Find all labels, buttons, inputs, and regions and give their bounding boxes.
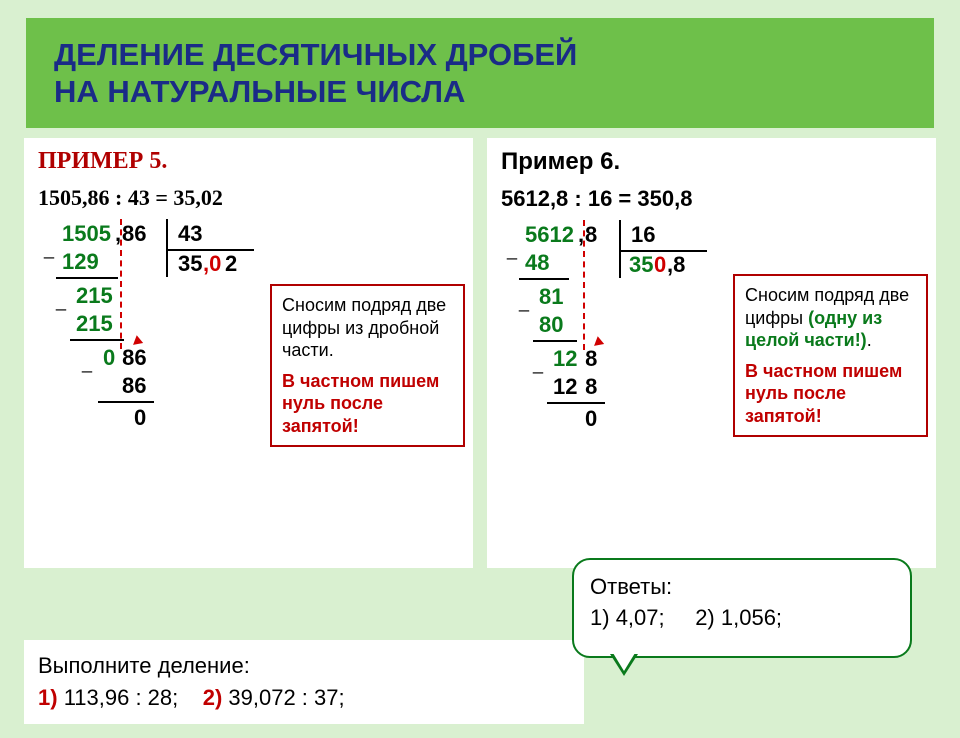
ex5-hint2: В частном пишем нуль после запятой!	[282, 370, 453, 438]
ex5-divisor: 43	[178, 221, 202, 247]
ans1-n: 1)	[590, 605, 616, 630]
examples-row: ПРИМЕР 5. 1505,86 : 43 = 35,02 1505 , 86…	[0, 138, 960, 568]
task-line: 1) 113,96 : 28; 2) 39,072 : 37;	[38, 682, 570, 714]
ex6-hint-box: Сносим подряд две цифры (одну из целой ч…	[733, 274, 928, 437]
task-1-n: 1)	[38, 685, 64, 710]
task-box: Выполните деление: 1) 113,96 : 28; 2) 39…	[24, 640, 584, 724]
ex6-quot-c: ,8	[667, 252, 685, 278]
ex6-dividend-int: 5612	[525, 222, 574, 248]
ex5-line-1	[56, 277, 118, 279]
ex6-s1: 48	[525, 250, 549, 276]
ex6-hint1c: .	[867, 330, 872, 350]
example-5-panel: ПРИМЕР 5. 1505,86 : 43 = 35,02 1505 , 86…	[24, 138, 473, 568]
title-line-2: НА НАТУРАЛЬНЫЕ ЧИСЛА	[54, 74, 465, 109]
answers-line: 1) 4,07; 2) 1,056;	[590, 603, 894, 634]
ex6-quot-mid: 0	[654, 252, 666, 278]
title-line-1: ДЕЛЕНИЕ ДЕСЯТИЧНЫХ ДРОБЕЙ	[54, 37, 577, 72]
ex5-comma-guide	[120, 219, 122, 349]
ex5-quot-a: 35	[178, 251, 202, 277]
ans1: 4,07;	[616, 605, 665, 630]
ex6-quot-a: 35	[629, 252, 653, 278]
ex6-divisor: 16	[631, 222, 655, 248]
title-banner: ДЕЛЕНИЕ ДЕСЯТИЧНЫХ ДРОБЕЙ НА НАТУРАЛЬНЫЕ…	[26, 18, 934, 128]
ex6-comma-guide	[583, 220, 585, 350]
ex6-minus-1: _	[507, 240, 517, 261]
ex6-line-2	[533, 340, 577, 342]
ex5-minus-1: _	[44, 239, 54, 260]
task-title: Выполните деление:	[38, 650, 570, 682]
ex5-s3: 215	[76, 311, 113, 337]
example-5-label: ПРИМЕР 5.	[38, 148, 459, 175]
ex5-line-3	[98, 401, 154, 403]
ex6-s2: 81	[539, 284, 563, 310]
ex5-s5: 86	[122, 373, 146, 399]
example-6-equation: 5612,8 : 16 = 350,8	[501, 186, 922, 212]
ex6-minus-2: _	[519, 292, 529, 313]
ex6-s4b: 8	[579, 346, 597, 372]
ex5-corner-v	[166, 219, 168, 277]
task-2: 39,072 : 37;	[228, 685, 344, 710]
answers-title: Ответы:	[590, 572, 894, 603]
example-6-panel: Пример 6. 5612,8 : 16 = 350,8 5612 , 8 1…	[487, 138, 936, 568]
ex6-dividend-frac: 8	[585, 222, 597, 248]
ex6-s4a: 12	[553, 346, 577, 372]
ex6-corner-v	[619, 220, 621, 278]
task-2-n: 2)	[203, 685, 229, 710]
ex5-line-2	[70, 339, 124, 341]
ex5-quot-b: 2	[225, 251, 237, 277]
ex5-quot-mid: ,0	[203, 251, 221, 277]
ex5-s1: 129	[62, 249, 99, 275]
ex6-line-3	[547, 402, 605, 404]
answers-callout: Ответы: 1) 4,07; 2) 1,056;	[572, 558, 912, 658]
page-title: ДЕЛЕНИЕ ДЕСЯТИЧНЫХ ДРОБЕЙ НА НАТУРАЛЬНЫЕ…	[54, 36, 906, 110]
ans2: 1,056;	[721, 605, 782, 630]
ex6-s3: 80	[539, 312, 563, 338]
ex5-hint-box: Сносим подряд две цифры из дробной части…	[270, 284, 465, 447]
ex6-minus-3: _	[533, 354, 543, 375]
ex5-minus-3: _	[82, 353, 92, 374]
ex5-s4a: 0	[103, 345, 115, 371]
ex6-s5b: 8	[579, 374, 597, 400]
task-1: 113,96 : 28;	[64, 685, 179, 710]
ex6-s5a: 12	[553, 374, 577, 400]
callout-tail-inner	[613, 653, 635, 671]
ex5-minus-2: _	[56, 291, 66, 312]
example-6-label: Пример 6.	[501, 148, 922, 176]
ex5-s6: 0	[134, 405, 146, 431]
example-5-equation: 1505,86 : 43 = 35,02	[38, 185, 459, 211]
ex6-line-1	[519, 278, 569, 280]
ex5-dividend-int: 1505	[62, 221, 111, 247]
ex5-hint1: Сносим подряд две цифры из дробной части…	[282, 294, 453, 362]
ex5-s2: 215	[76, 283, 113, 309]
ex6-hint2: В частном пишем нуль после запятой!	[745, 360, 916, 428]
ex6-s6: 0	[585, 406, 597, 432]
ans2-n: 2)	[695, 605, 721, 630]
ex5-dividend-frac: 86	[122, 221, 146, 247]
